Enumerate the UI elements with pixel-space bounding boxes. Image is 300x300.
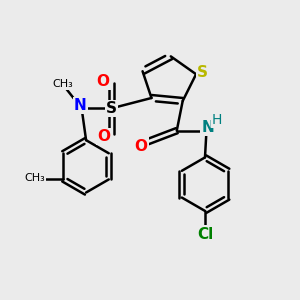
Text: CH₃: CH₃ <box>24 173 45 183</box>
Text: H: H <box>212 113 222 127</box>
Text: O: O <box>135 139 148 154</box>
Text: N: N <box>202 120 214 135</box>
Text: CH₃: CH₃ <box>52 79 73 89</box>
Text: O: O <box>98 129 110 144</box>
Text: Cl: Cl <box>197 226 213 242</box>
Text: S: S <box>106 101 117 116</box>
Text: N: N <box>74 98 86 113</box>
Text: S: S <box>197 65 208 80</box>
Text: O: O <box>97 74 110 89</box>
